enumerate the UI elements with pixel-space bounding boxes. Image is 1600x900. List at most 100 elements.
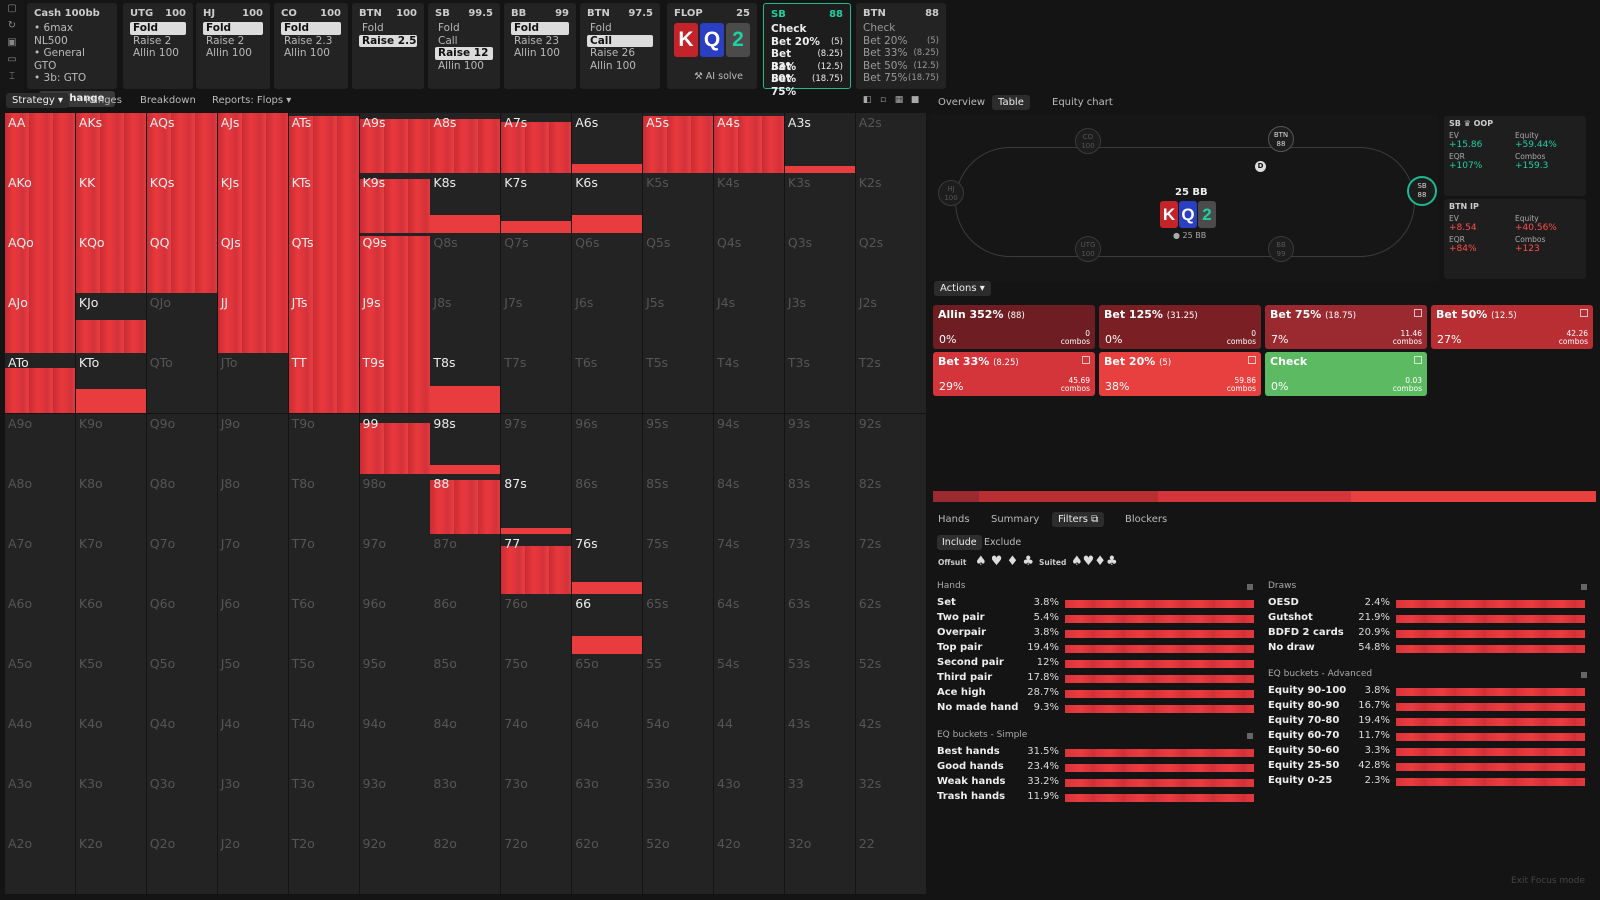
- hand-cell[interactable]: A9s: [359, 113, 430, 173]
- eq-simple-select-icon[interactable]: [1247, 733, 1253, 739]
- action-option[interactable]: Allin 100: [284, 47, 330, 59]
- refresh-icon[interactable]: ↻: [7, 20, 17, 31]
- hand-cell[interactable]: 87s: [501, 473, 572, 534]
- hand-cell[interactable]: AJs: [217, 113, 288, 173]
- hand-cell[interactable]: TT: [288, 353, 359, 414]
- hand-cell[interactable]: T6s: [572, 353, 643, 414]
- hand-cell[interactable]: T8s: [430, 353, 501, 414]
- action-option[interactable]: Raise 2.3: [284, 34, 333, 47]
- exclude-toggle[interactable]: Exclude: [984, 537, 1022, 548]
- hand-cell[interactable]: K9s: [359, 173, 430, 234]
- hand-cell[interactable]: Q3o: [146, 774, 217, 835]
- filter-row[interactable]: No made hand 9.3%: [937, 702, 1255, 715]
- bet-option[interactable]: Bet 33% (8.25): [771, 48, 843, 73]
- hand-cell[interactable]: J8s: [430, 293, 501, 354]
- filter-row[interactable]: Equity 70-80 19.4%: [1268, 715, 1586, 728]
- btn-decision-card[interactable]: BTN 88 Check Bet 20% (5) Bet 33% (8.25) Bet 50…: [856, 3, 946, 89]
- hand-cell[interactable]: T4o: [288, 714, 359, 774]
- action-option[interactable]: Allin 100: [133, 47, 179, 59]
- hand-cell[interactable]: 53o: [643, 774, 714, 835]
- hand-cell[interactable]: Q6s: [572, 233, 643, 294]
- suited-suit-icons[interactable]: ♠♥♦♣: [1071, 554, 1118, 569]
- hand-cell[interactable]: AJo: [5, 293, 75, 354]
- seat-btn[interactable]: BTN 88: [1268, 126, 1294, 152]
- hand-cell[interactable]: 64o: [572, 714, 643, 774]
- hand-cell[interactable]: 42s: [855, 714, 926, 774]
- hand-cell[interactable]: 83o: [430, 774, 501, 835]
- grid-view-icon[interactable]: ▦: [894, 95, 904, 105]
- hand-cell[interactable]: 32s: [855, 774, 926, 835]
- filter-row[interactable]: Ace high 28.7%: [937, 687, 1255, 700]
- filter-row[interactable]: Equity 50-60 3.3%: [1268, 745, 1586, 758]
- hand-cell[interactable]: K4s: [714, 173, 784, 234]
- hand-cell[interactable]: 64s: [714, 593, 784, 654]
- bet-option[interactable]: Check: [863, 22, 896, 34]
- hand-cell[interactable]: 55: [643, 653, 714, 714]
- hand-cell[interactable]: QJs: [217, 233, 288, 294]
- hand-cell[interactable]: J7o: [217, 533, 288, 594]
- position-card-sb[interactable]: SB 99.5 Fold Call Raise 12 Allin 100: [428, 3, 500, 89]
- action-option[interactable]: Fold: [130, 22, 186, 35]
- bet-option[interactable]: Bet 50% (12.5): [863, 59, 939, 72]
- hand-cell[interactable]: 84o: [430, 714, 501, 774]
- seat-hj[interactable]: HJ 100: [938, 180, 964, 206]
- seat-utg[interactable]: UTG 100: [1075, 236, 1101, 262]
- hand-cell[interactable]: Q7s: [501, 233, 572, 294]
- filter-row[interactable]: Good hands 23.4%: [937, 761, 1255, 774]
- hand-cell[interactable]: K5s: [643, 173, 714, 234]
- tab-breakdown[interactable]: Breakdown: [140, 95, 196, 106]
- hand-cell[interactable]: A4o: [5, 714, 75, 774]
- hand-cell[interactable]: A8o: [5, 473, 75, 534]
- hand-cell[interactable]: AQs: [146, 113, 217, 173]
- filter-row[interactable]: Equity 60-70 11.7%: [1268, 730, 1586, 743]
- hand-cell[interactable]: 86s: [572, 473, 643, 534]
- bookmark-icon[interactable]: ▢: [7, 3, 17, 14]
- bet-option[interactable]: Bet 20% (5): [771, 35, 843, 48]
- hand-cell[interactable]: 32o: [784, 834, 855, 895]
- draws-select-icon[interactable]: [1581, 584, 1587, 590]
- tab-table[interactable]: Table: [992, 95, 1030, 110]
- hand-cell[interactable]: K8s: [430, 173, 501, 234]
- hand-cell[interactable]: JTo: [217, 353, 288, 414]
- hand-cell[interactable]: 87o: [430, 533, 501, 594]
- filter-row[interactable]: Equity 0-25 2.3%: [1268, 775, 1586, 788]
- filter-row[interactable]: Best hands 31.5%: [937, 746, 1255, 759]
- hand-cell[interactable]: 53s: [784, 653, 855, 714]
- seat-sb[interactable]: SB 88: [1407, 176, 1437, 206]
- action-button[interactable]: Bet 50% (12.5) 27% 42.26 combos: [1431, 305, 1593, 349]
- position-card-btn[interactable]: BTN 97.5 Fold Call Raise 26 Allin 100: [580, 3, 660, 89]
- tab-overview[interactable]: Overview: [938, 97, 986, 108]
- action-button[interactable]: Check 0% 0.03 combos: [1265, 352, 1427, 396]
- hand-cell[interactable]: J2s: [855, 293, 926, 354]
- hand-cell[interactable]: 85s: [643, 473, 714, 534]
- hand-cell[interactable]: 77: [501, 533, 572, 594]
- filter-row[interactable]: Equity 90-100 3.8%: [1268, 685, 1586, 698]
- hand-cell[interactable]: J6s: [572, 293, 643, 354]
- filter-row[interactable]: Trash hands 11.9%: [937, 791, 1255, 804]
- flop-card[interactable]: FLOP 25 K Q 2 ⚒ AI solve: [667, 3, 757, 89]
- hand-cell[interactable]: JTs: [288, 293, 359, 354]
- hand-cell[interactable]: T8o: [288, 473, 359, 534]
- hand-cell[interactable]: 73o: [501, 774, 572, 835]
- hand-cell[interactable]: JJ: [217, 293, 288, 354]
- save-icon[interactable]: ▣: [7, 37, 17, 48]
- compact-view-icon[interactable]: ▫: [879, 95, 887, 105]
- hand-cell[interactable]: Q8s: [430, 233, 501, 294]
- hand-cell[interactable]: 72s: [855, 533, 926, 594]
- hand-cell[interactable]: 93o: [359, 774, 430, 835]
- hand-cell[interactable]: 42o: [714, 834, 784, 895]
- action-option[interactable]: Raise 12: [435, 47, 493, 60]
- bet-option[interactable]: Bet 75% (18.75): [771, 73, 843, 98]
- hand-cell[interactable]: K2s: [855, 173, 926, 234]
- hand-cell[interactable]: 43o: [714, 774, 784, 835]
- action-detail-icon[interactable]: [1082, 356, 1090, 364]
- position-card-co[interactable]: CO 100 Fold Raise 2.3 Allin 100: [274, 3, 348, 89]
- action-option[interactable]: Allin 100: [514, 47, 560, 59]
- filter-row[interactable]: Equity 25-50 42.8%: [1268, 760, 1586, 773]
- action-option[interactable]: Allin 100: [438, 59, 484, 72]
- hand-cell[interactable]: 83s: [784, 473, 855, 534]
- filter-row[interactable]: Top pair 19.4%: [937, 642, 1255, 655]
- hand-cell[interactable]: T9s: [359, 353, 430, 414]
- hand-cell[interactable]: ATs: [288, 113, 359, 173]
- hand-cell[interactable]: 63o: [572, 774, 643, 835]
